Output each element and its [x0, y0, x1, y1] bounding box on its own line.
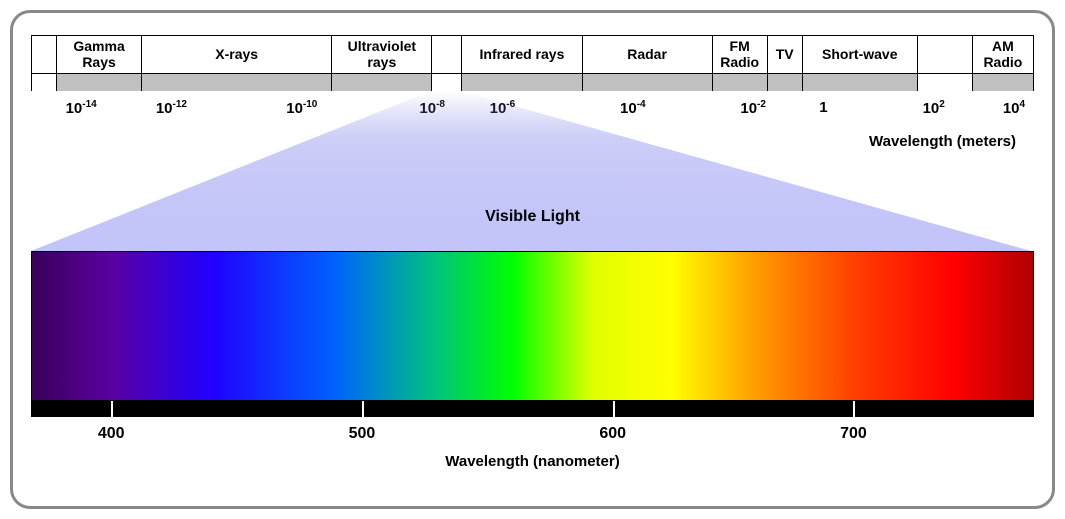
band-radar: Radar	[583, 36, 713, 73]
band-am-radio: AM Radio	[973, 36, 1033, 73]
meter-tick: 10-14	[66, 99, 97, 117]
band-gray-cell	[462, 74, 582, 91]
nm-tick-mark	[362, 401, 364, 417]
band-gray-cell	[432, 74, 462, 91]
band-gray-cell	[713, 74, 768, 91]
meter-tick: 102	[923, 99, 945, 117]
nm-tick-label: 400	[98, 425, 125, 443]
band-gray-cell	[57, 74, 142, 91]
nm-tick-mark	[853, 401, 855, 417]
band-gamma-rays: Gamma Rays	[57, 36, 142, 73]
nm-tick-mark	[111, 401, 113, 417]
band-ultraviolet-rays: Ultraviolet rays	[332, 36, 432, 73]
nm-axis-bar	[31, 401, 1034, 417]
nm-tick-label: 700	[840, 425, 867, 443]
band-gray-cell	[768, 74, 803, 91]
band-gray-cell	[583, 74, 713, 91]
band-gap	[918, 36, 973, 73]
visible-spectrum-bar	[31, 251, 1034, 401]
em-band-bar: Gamma RaysX-raysUltraviolet rays Infrared…	[31, 35, 1034, 91]
nm-axis-ticks: 400 500 600 700	[31, 425, 1034, 449]
band-infrared-rays: Infrared rays	[462, 36, 582, 73]
meter-tick: 10-4	[620, 99, 646, 117]
band-x-rays: X-rays	[142, 36, 332, 73]
band-gray-cell	[32, 74, 57, 91]
nm-tick-label: 600	[599, 425, 626, 443]
band-fm-radio: FM Radio	[713, 36, 768, 73]
visible-light-label: Visible Light	[485, 208, 580, 226]
band-short-wave: Short-wave	[803, 36, 918, 73]
band-gray-cell	[332, 74, 432, 91]
meter-tick: 10-6	[490, 99, 516, 117]
meter-tick: 10-10	[286, 99, 317, 117]
band-tv: TV	[768, 36, 803, 73]
band-gap	[32, 36, 57, 73]
band-gray-cell	[973, 74, 1033, 91]
meter-tick: 10-2	[740, 99, 766, 117]
meter-tick: 10-12	[156, 99, 187, 117]
band-gap	[432, 36, 462, 73]
em-spectrum-diagram: Gamma RaysX-raysUltraviolet rays Infrared…	[10, 10, 1055, 509]
meter-tick: 1	[819, 99, 827, 116]
band-gray-cell	[803, 74, 918, 91]
band-gray-cell	[142, 74, 332, 91]
meter-wavelength-ticks: 10-14 10-12 10-10 10-8 10-6 10-4 10-2 1 102 104	[31, 99, 1034, 129]
nm-axis-label: Wavelength (nanometer)	[445, 453, 619, 470]
nm-tick-mark	[613, 401, 615, 417]
band-gray-cell	[918, 74, 973, 91]
meter-tick: 10-8	[419, 99, 445, 117]
nm-tick-label: 500	[349, 425, 376, 443]
meter-axis-label: Wavelength (meters)	[869, 133, 1016, 150]
meter-tick: 104	[1003, 99, 1025, 117]
